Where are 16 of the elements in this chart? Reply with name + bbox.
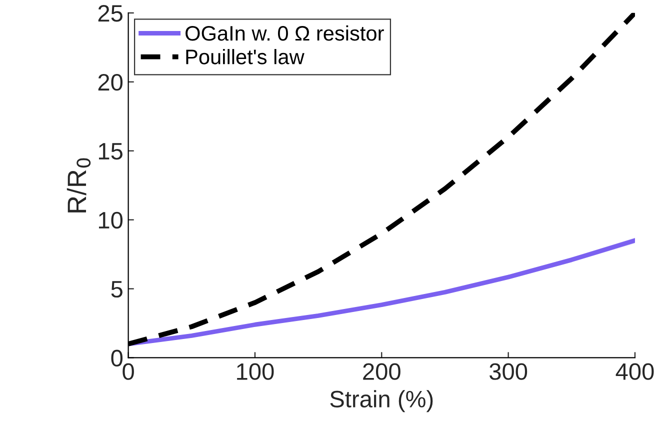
y-axis-title: R/R$_{0}$ (66, 158, 91, 212)
x-tick-label: 0 (122, 363, 134, 380)
x-tick-label: 300 (490, 363, 528, 380)
line-series (128, 238, 635, 346)
x-tick-label: 200 (363, 363, 400, 380)
legend-label: Pouillet's law (186, 49, 304, 64)
y-tick-label: 25 (98, 5, 122, 22)
legend-label: OGaIn w. 0 Ω resistor (186, 25, 384, 41)
y-tick-label: 10 (98, 212, 123, 229)
y-tick-label: 5 (111, 281, 122, 298)
y-tick-label: 15 (98, 143, 122, 160)
y-tick-label: 0 (111, 350, 123, 367)
x-tick-label: 400 (616, 363, 654, 380)
y-tick-label: 20 (98, 74, 123, 91)
x-tick-label: 100 (237, 363, 274, 380)
x-axis-title: Strain (%) (330, 390, 433, 412)
